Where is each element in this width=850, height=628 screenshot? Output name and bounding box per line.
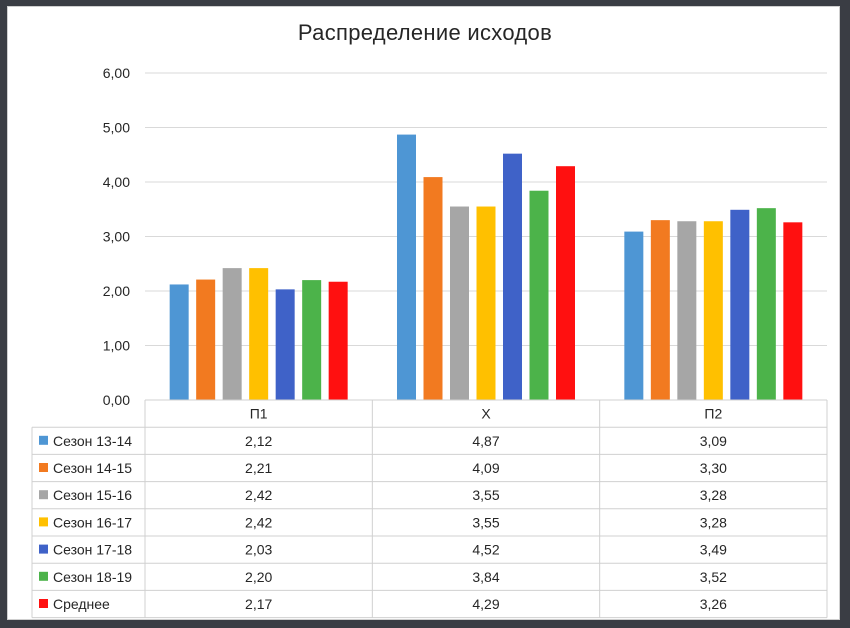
bar <box>529 190 549 400</box>
data-label: 2,03 <box>245 542 272 558</box>
y-tick-label: 5,00 <box>103 120 130 136</box>
data-label: 3,09 <box>700 433 727 449</box>
legend-key <box>39 571 48 581</box>
data-label: 3,55 <box>472 487 499 503</box>
y-tick-label: 1,00 <box>103 338 130 354</box>
bar <box>196 279 216 400</box>
data-label: 3,28 <box>700 514 727 530</box>
data-label: 2,20 <box>245 569 272 585</box>
bar <box>249 268 269 400</box>
legend-key <box>39 463 48 472</box>
data-label: 2,21 <box>245 460 272 476</box>
bar <box>677 221 697 400</box>
category-label: Х <box>481 406 491 422</box>
bar <box>302 280 322 400</box>
y-tick-label: 4,00 <box>103 174 130 190</box>
legend-label: Сезон 18-19 <box>53 569 132 585</box>
bar <box>756 208 776 400</box>
legend-label: Сезон 17-18 <box>53 542 132 558</box>
data-label: 3,84 <box>472 569 499 585</box>
category-label: П2 <box>704 406 722 422</box>
data-label: 2,12 <box>245 433 272 449</box>
data-label: 2,42 <box>245 514 272 530</box>
data-label: 3,26 <box>700 596 727 612</box>
bar <box>703 221 723 400</box>
legend-label: Сезон 13-14 <box>53 433 132 449</box>
data-label: 2,17 <box>245 596 272 612</box>
bar <box>275 289 295 400</box>
y-tick-label: 2,00 <box>103 283 130 299</box>
bar <box>503 153 522 400</box>
bar <box>222 268 242 400</box>
legend-key <box>39 517 48 527</box>
data-label: 3,30 <box>700 460 727 476</box>
legend-label: Сезон 15-16 <box>53 487 132 503</box>
bar <box>730 209 750 400</box>
data-label: 3,28 <box>700 487 727 503</box>
bar <box>624 231 644 400</box>
data-label: 4,87 <box>472 433 499 449</box>
data-label: 4,29 <box>472 596 499 612</box>
legend-label: Сезон 14-15 <box>53 460 132 476</box>
data-label: 3,55 <box>472 514 499 530</box>
bar <box>328 281 348 400</box>
data-label: 3,49 <box>700 542 727 558</box>
bar <box>556 166 575 400</box>
legend-key <box>39 435 48 445</box>
bar <box>423 177 443 400</box>
legend-label: Сезон 16-17 <box>53 514 132 530</box>
legend-label: Среднее <box>53 596 110 612</box>
bar <box>450 206 469 400</box>
legend-key <box>39 544 48 554</box>
bar <box>783 222 803 400</box>
y-tick-label: 0,00 <box>103 392 130 408</box>
bar <box>397 134 416 400</box>
legend-key <box>39 599 48 608</box>
data-label: 3,52 <box>700 569 727 585</box>
legend-key <box>39 490 48 500</box>
category-label: П1 <box>250 406 268 422</box>
chart-title: Распределение исходов <box>297 20 553 45</box>
bar <box>650 220 670 400</box>
bar <box>476 206 496 400</box>
data-label: 4,09 <box>472 460 499 476</box>
data-label: 2,42 <box>245 487 272 503</box>
data-label: 4,52 <box>472 542 499 558</box>
y-tick-label: 3,00 <box>103 229 130 245</box>
bar <box>169 284 189 400</box>
y-tick-label: 6,00 <box>103 65 130 81</box>
